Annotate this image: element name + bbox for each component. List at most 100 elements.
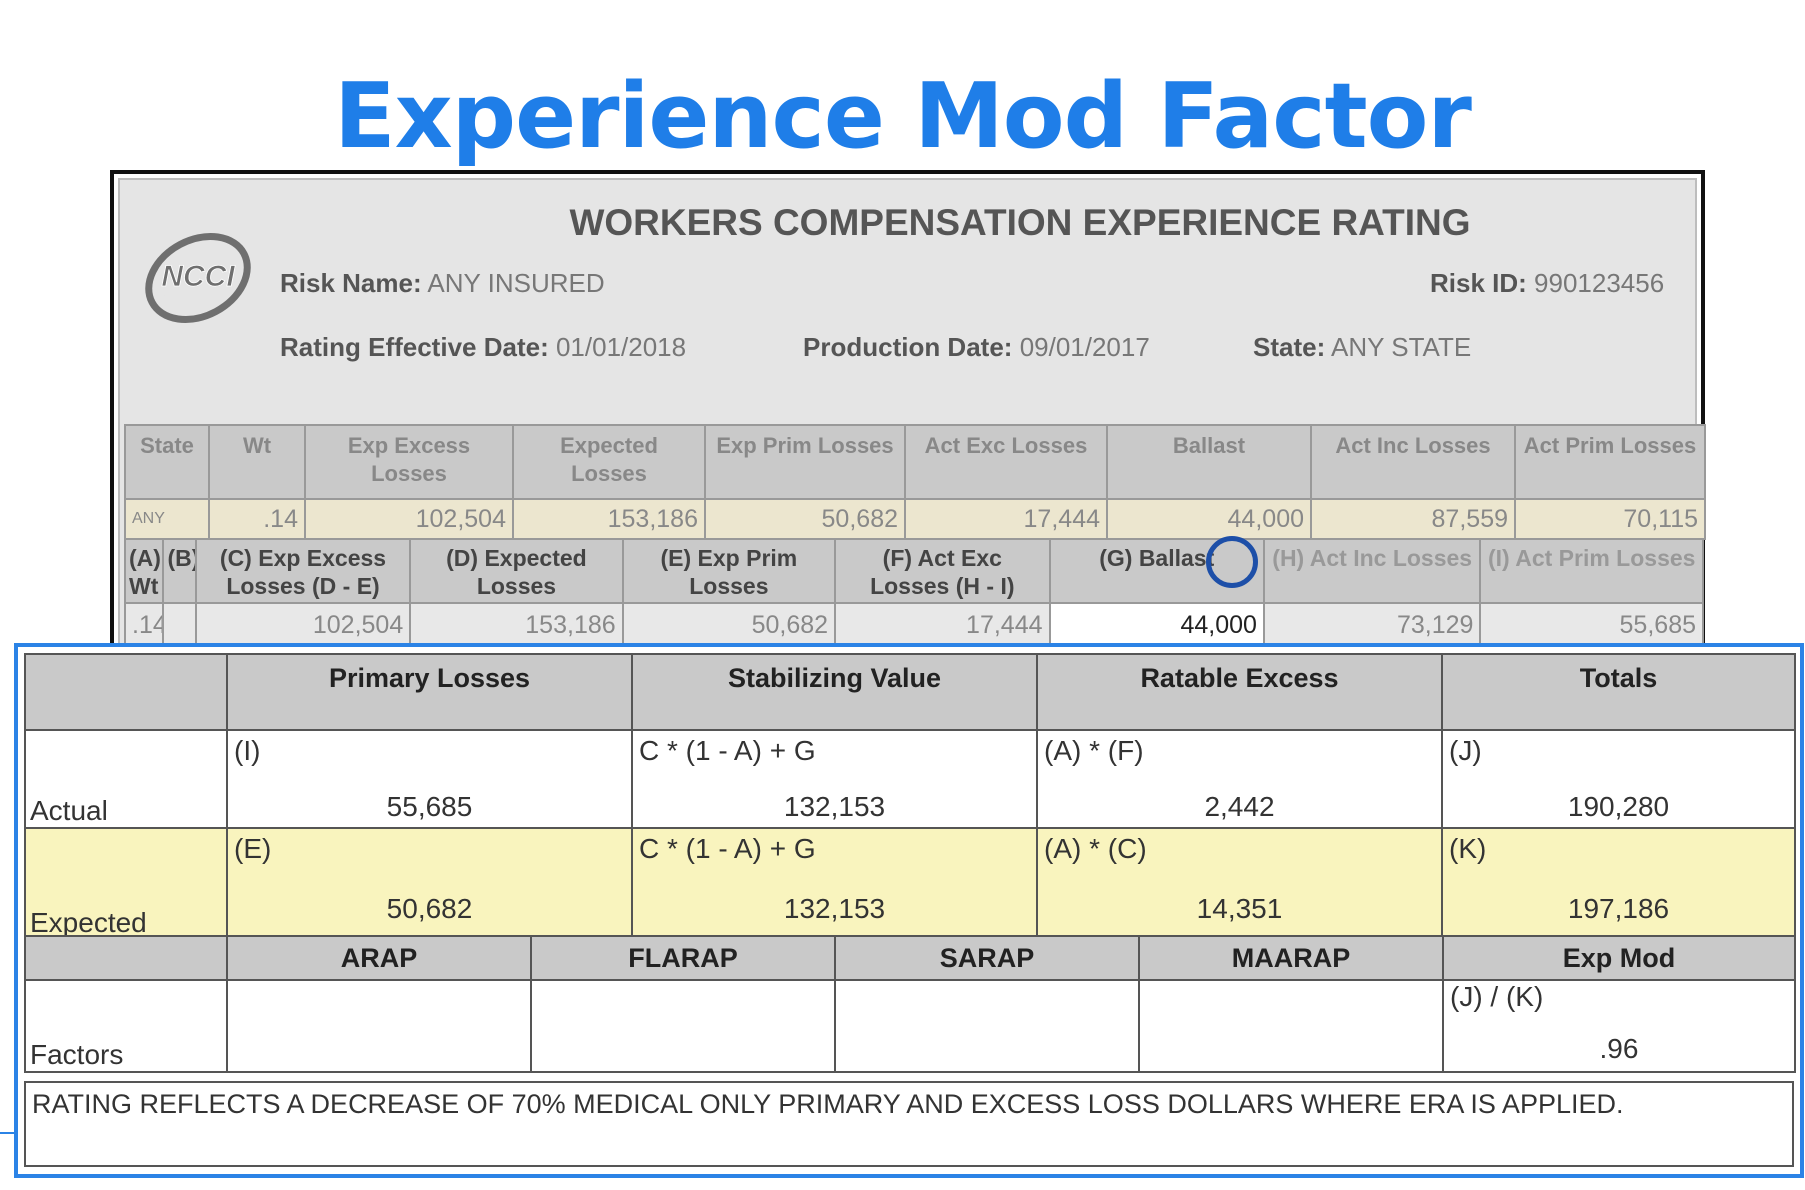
factor-header-sarap: SARAP [834, 935, 1140, 981]
production-date-label: Production Date: [803, 332, 1013, 362]
flarap-cell [530, 979, 836, 1073]
summary-cell: 17,444 [904, 498, 1108, 540]
rating-note: RATING REFLECTS A DECREASE OF 70% MEDICA… [24, 1081, 1794, 1167]
detail-cell: 102,504 [194, 602, 412, 648]
risk-id-line: Risk ID: 990123456 [1430, 268, 1664, 299]
detail-cell [162, 602, 197, 648]
detail-header: (E) Exp Prim Losses [621, 538, 837, 604]
summary-header: Expected Losses [512, 424, 706, 500]
risk-id-value: 990123456 [1534, 268, 1665, 298]
rating-date-value: 01/01/2018 [555, 332, 687, 362]
summary-header: Exp Prim Losses [704, 424, 906, 500]
arap-cell [226, 979, 532, 1073]
detail-header: (D) Expected Losses [409, 538, 624, 604]
detail-cell-ballast: 44,000 [1048, 602, 1265, 648]
value: 197,186 [1567, 893, 1670, 924]
risk-id-label: Risk ID: [1430, 268, 1527, 298]
summary-cell: ANY [124, 498, 210, 540]
calculation-grid: Primary Losses Stabilizing Value Ratable… [24, 653, 1796, 941]
summary-header: Ballast [1106, 424, 1312, 500]
detail-cell: 55,685 [1479, 602, 1704, 648]
actual-total-cell: (J) 190,280 [1441, 729, 1796, 829]
actual-row-label: Actual [24, 729, 228, 829]
factors-table: ARAP FLARAP SARAP MAARAP Exp Mod Factors… [24, 935, 1796, 1073]
summary-cell: .14 [208, 498, 306, 540]
formula: (A) * (F) [1044, 735, 1144, 766]
detail-header: (F) Act Exc Losses (H - I) [834, 538, 1051, 604]
calc-header-primary-losses: Primary Losses [226, 653, 633, 731]
worksheet-title: WORKERS COMPENSATION EXPERIENCE RATING [569, 202, 1471, 243]
sarap-cell [834, 979, 1140, 1073]
summary-table: State Wt Exp Excess Losses Expected Loss… [124, 424, 1706, 540]
summary-header: Exp Excess Losses [304, 424, 514, 500]
detail-header: (C) Exp Excess Losses (D - E) [194, 538, 412, 604]
worksheet-panel: NCCI WORKERS COMPENSATION EXPERIENCE RAT… [118, 178, 1706, 648]
summary-cell: 44,000 [1106, 498, 1312, 540]
summary-header-row: State Wt Exp Excess Losses Expected Loss… [124, 424, 1706, 500]
state-line: State: ANY STATE [1253, 332, 1471, 363]
formula: (J) / (K) [1450, 981, 1544, 1012]
factors-row: Factors (J) / (K) .96 [24, 979, 1796, 1073]
rating-date-line: Rating Effective Date: 01/01/2018 [280, 332, 686, 363]
expected-total-cell: (K) 197,186 [1441, 827, 1796, 941]
state-value: ANY STATE [1331, 332, 1472, 362]
value: 50,682 [386, 893, 473, 924]
expected-stabilizing-cell: C * (1 - A) + G 132,153 [631, 827, 1038, 941]
formula: C * (1 - A) + G [639, 833, 816, 864]
formula: (J) [1449, 735, 1482, 766]
state-label: State: [1253, 332, 1326, 362]
experience-rating-worksheet: NCCI WORKERS COMPENSATION EXPERIENCE RAT… [110, 170, 1706, 650]
detail-header: (H) Act Inc Losses [1262, 538, 1482, 604]
mod-calculation-box: Primary Losses Stabilizing Value Ratable… [14, 643, 1804, 1178]
factors-row-label: Factors [24, 979, 228, 1073]
formula: C * (1 - A) + G [639, 735, 816, 766]
detail-cell: 17,444 [834, 602, 1051, 648]
value: 14,351 [1196, 893, 1283, 924]
expected-ratable-cell: (A) * (C) 14,351 [1036, 827, 1443, 941]
detail-header: (A) Wt [123, 538, 165, 604]
expected-row: Expected (E) 50,682 C * (1 - A) + G 132,… [24, 827, 1796, 941]
factor-header-exp-mod: Exp Mod [1442, 935, 1796, 981]
calc-header-row: Primary Losses Stabilizing Value Ratable… [24, 653, 1796, 731]
production-date-line: Production Date: 09/01/2017 [803, 332, 1150, 363]
value: 132,153 [783, 791, 886, 822]
expected-row-label: Expected [24, 827, 228, 941]
factor-header-row: ARAP FLARAP SARAP MAARAP Exp Mod [24, 935, 1796, 981]
factor-header-flarap: FLARAP [530, 935, 836, 981]
actual-row: Actual (I) 55,685 C * (1 - A) + G 132,15… [24, 729, 1796, 829]
detail-header: (B) [162, 538, 197, 604]
value: 55,685 [386, 791, 473, 822]
detail-cell: 50,682 [621, 602, 837, 648]
rating-date-label: Rating Effective Date: [280, 332, 549, 362]
actual-primary-cell: (I) 55,685 [226, 729, 633, 829]
actual-stabilizing-cell: C * (1 - A) + G 132,153 [631, 729, 1038, 829]
factor-header-maarap: MAARAP [1138, 935, 1444, 981]
ncci-logo: NCCI [145, 233, 251, 323]
expected-primary-cell: (E) 50,682 [226, 827, 633, 941]
detail-header: (I) Act Prim Losses [1479, 538, 1704, 604]
risk-name-value: ANY INSURED [427, 268, 605, 298]
calc-header-ratable-excess: Ratable Excess [1036, 653, 1443, 731]
formula: (K) [1449, 833, 1487, 864]
summary-cell: 102,504 [304, 498, 514, 540]
detail-data-row: .14 102,504 153,186 50,682 17,444 44,000… [123, 602, 1704, 648]
slide-title: Experience Mod Factor [334, 64, 1472, 169]
summary-header: Act Prim Losses [1514, 424, 1706, 500]
formula: (A) * (C) [1044, 833, 1147, 864]
summary-cell: 87,559 [1310, 498, 1516, 540]
risk-name-line: Risk Name: ANY INSURED [280, 268, 605, 299]
summary-header: Act Exc Losses [904, 424, 1108, 500]
detail-cell: .14 [123, 602, 165, 648]
factor-header-blank [24, 935, 228, 981]
summary-header: Wt [208, 424, 306, 500]
summary-cell: 70,115 [1514, 498, 1706, 540]
value: 190,280 [1567, 791, 1670, 822]
production-date-value: 09/01/2017 [1019, 332, 1150, 362]
detail-table: (A) Wt (B) (C) Exp Excess Losses (D - E)… [123, 538, 1704, 648]
formula: (I) [234, 735, 261, 766]
summary-header: State [124, 424, 210, 500]
summary-data-row: ANY .14 102,504 153,186 50,682 17,444 44… [124, 498, 1706, 540]
summary-cell: 153,186 [512, 498, 706, 540]
formula: (E) [234, 833, 272, 864]
summary-cell: 50,682 [704, 498, 906, 540]
